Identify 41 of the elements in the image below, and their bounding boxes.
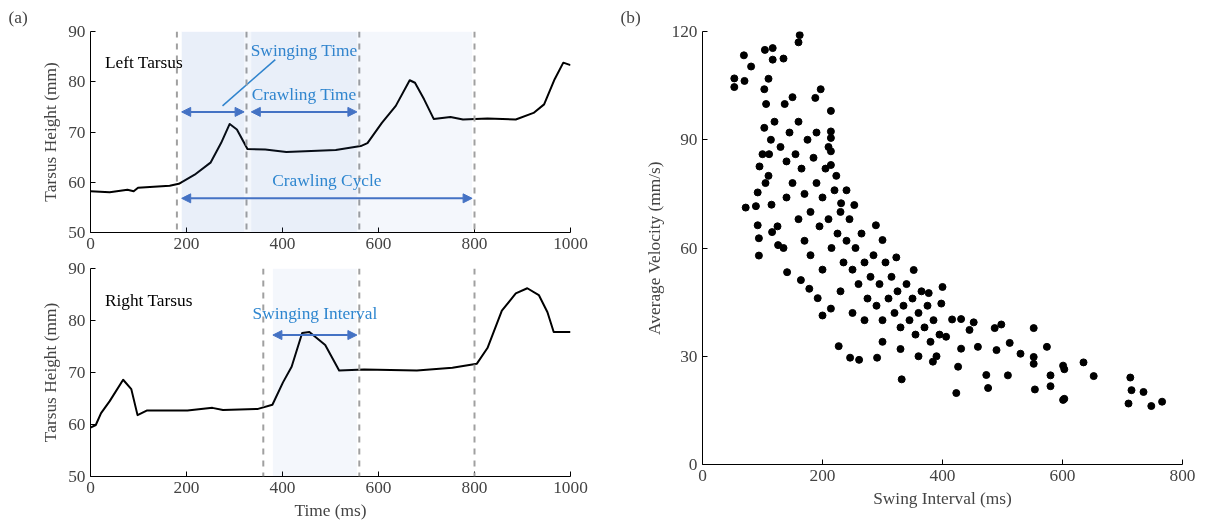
band-label: Crawling Time: [251, 84, 357, 104]
band-label: Crawling Cycle: [272, 171, 382, 191]
x-tick-label: 400: [929, 465, 956, 485]
x-tick-label: 800: [461, 477, 488, 497]
x-tick-label: 600: [365, 477, 392, 497]
annotation: Right Tarsus: [104, 291, 193, 311]
x-tick-label: 200: [173, 477, 200, 497]
y-tick-label: 60: [680, 238, 698, 258]
x-tick-label: 600: [1049, 465, 1076, 485]
band-label: Swinging Time: [250, 40, 358, 60]
y-axis-title: Tarsus Height (mm): [41, 62, 61, 202]
x-tick-label: 400: [269, 477, 296, 497]
annotation: Left Tarsus: [104, 52, 184, 72]
y-axis-title: Tarsus Height (mm): [41, 302, 61, 443]
y-tick-label: 30: [680, 346, 698, 366]
y-tick-label: 90: [68, 22, 86, 41]
x-tick-label: 1000: [553, 233, 588, 253]
y-tick-label: 50: [68, 467, 86, 486]
y-tick-label: 70: [68, 363, 86, 382]
x-tick-label: 200: [173, 233, 200, 253]
x-tick-label: 800: [1169, 465, 1196, 485]
y-tick-label: 120: [671, 22, 698, 41]
y-axis-title: Average Velocity (mm/s): [644, 161, 664, 335]
chart-title: (a): [8, 7, 28, 27]
x-tick-label: 600: [365, 233, 392, 253]
chart-title: (b): [620, 7, 641, 27]
y-tick-label: 80: [68, 72, 86, 92]
x-tick-label: 1000: [553, 477, 588, 497]
y-tick-label: 50: [68, 223, 86, 242]
y-tick-label: 60: [68, 172, 86, 192]
y-tick-label: 80: [68, 311, 86, 330]
y-tick-label: 90: [680, 130, 698, 150]
x-axis-title: Swing Interval (ms): [873, 488, 1013, 508]
x-tick-label: 800: [461, 233, 488, 253]
x-tick-label: 400: [269, 233, 296, 253]
x-axis-title: Time (ms): [294, 500, 367, 520]
band-label: Swinging Interval: [252, 303, 378, 323]
y-tick-label: 70: [68, 122, 86, 142]
y-tick-label: 90: [68, 259, 86, 278]
x-tick-label: 200: [809, 465, 836, 485]
y-tick-label: 60: [68, 415, 86, 434]
